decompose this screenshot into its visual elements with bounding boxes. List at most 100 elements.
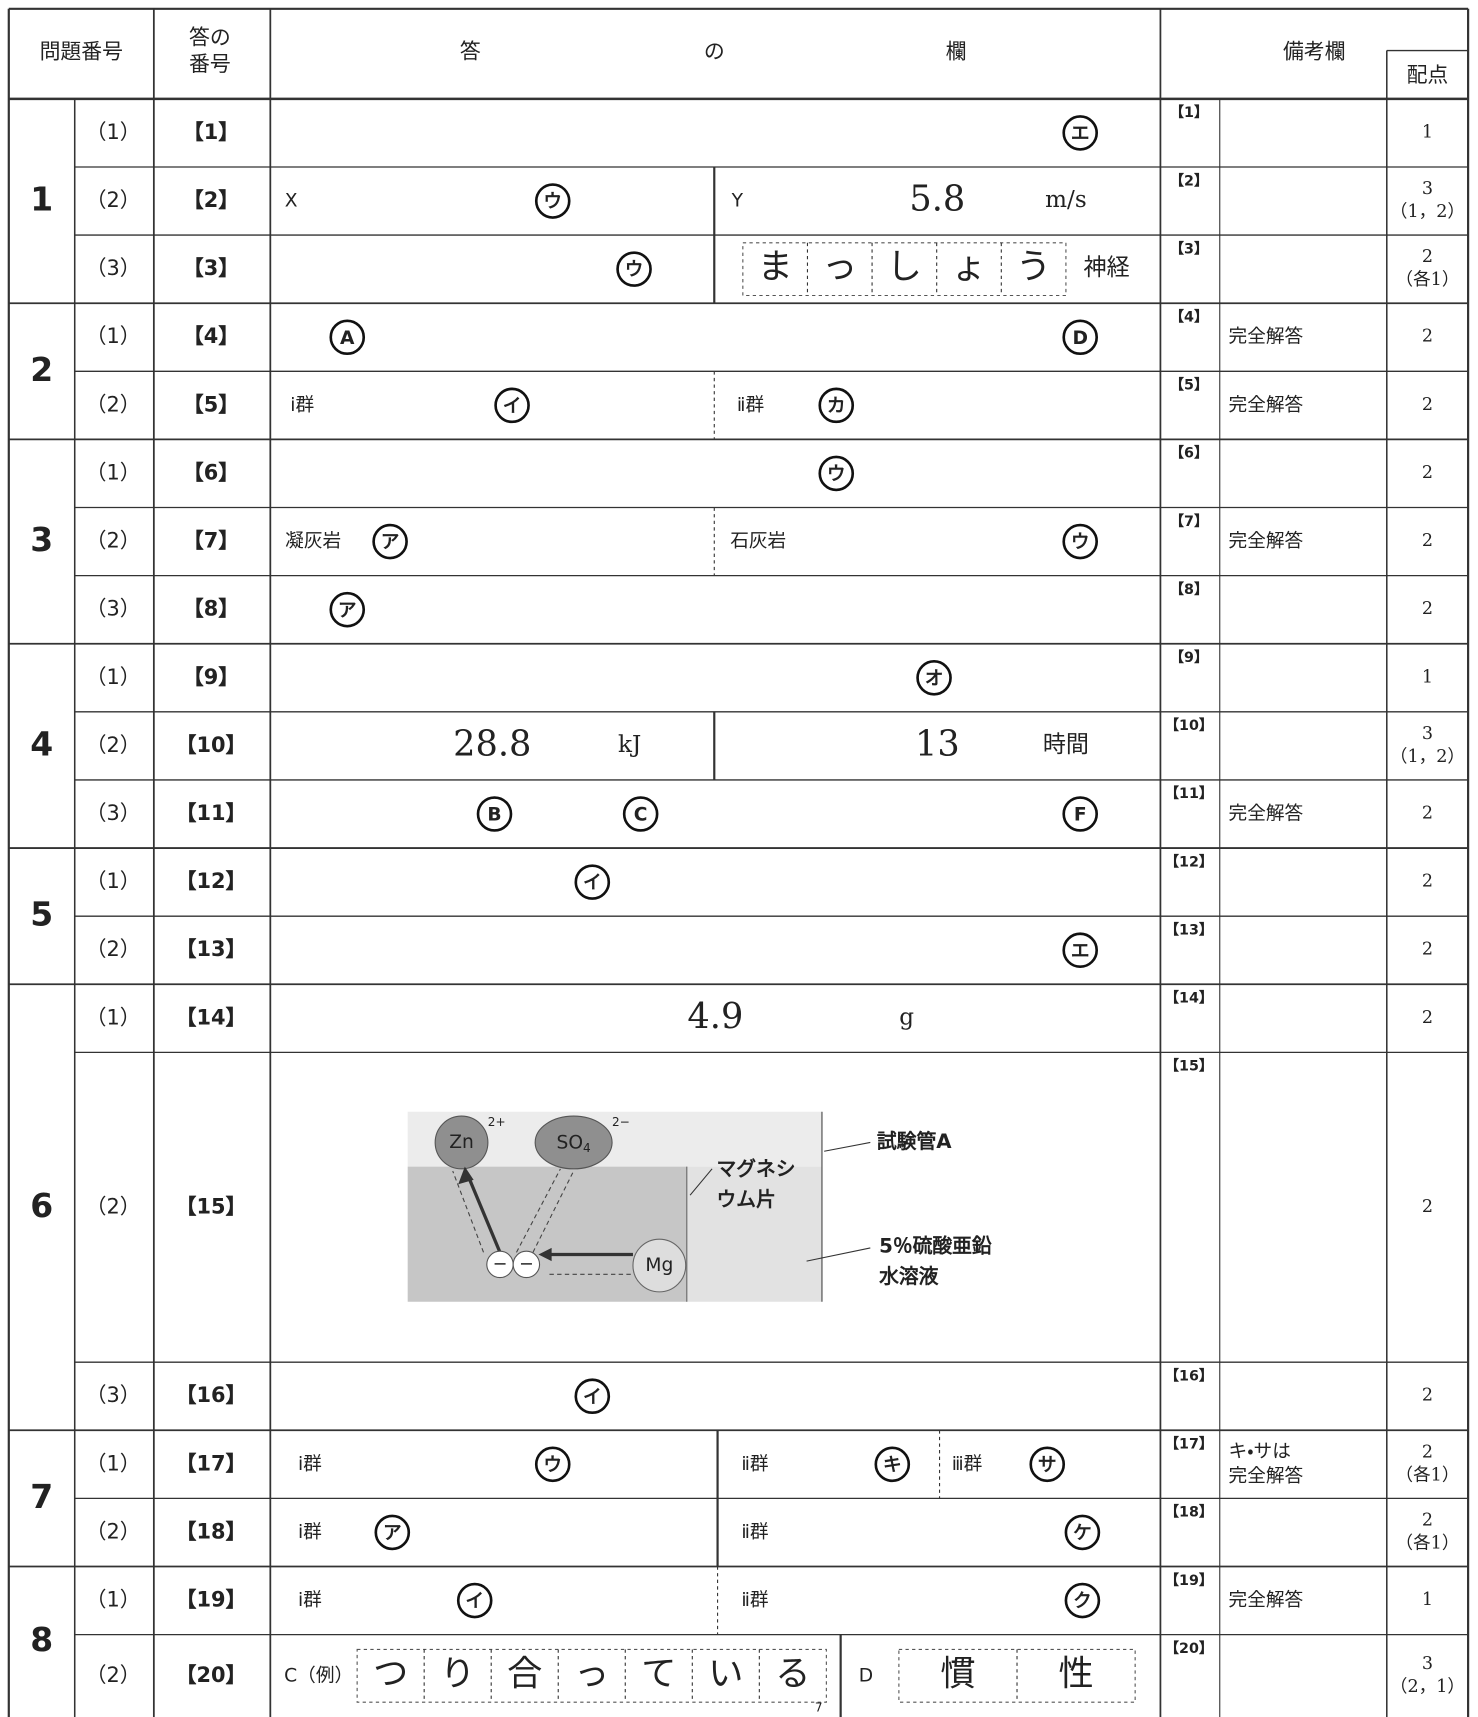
answer-char: 合: [507, 1653, 542, 1694]
arrow-head: [538, 1247, 552, 1262]
remark-number: 【13】: [1165, 921, 1213, 938]
choice: C: [634, 805, 648, 826]
section-number: 6: [30, 1186, 53, 1225]
choice-circle: [622, 796, 659, 832]
remark-number: 【18】: [1165, 1504, 1213, 1521]
answer-char: う: [1016, 247, 1051, 288]
solution-label: 水溶液: [878, 1265, 940, 1288]
choice: ア: [381, 532, 400, 553]
choice-circle: [329, 591, 366, 628]
choice-circle: [818, 387, 855, 424]
zn-label: Zn: [449, 1132, 474, 1153]
remark: 完全解答: [1229, 531, 1304, 552]
points: 2: [1422, 1197, 1433, 1217]
remark: 完全解答: [1229, 327, 1304, 348]
remark-number: 【19】: [1165, 1572, 1213, 1589]
points: 2: [1422, 463, 1433, 483]
remark: 完全解答: [1229, 1590, 1304, 1611]
remark-number: 【14】: [1165, 990, 1213, 1007]
sub-number: （2）: [86, 392, 141, 416]
choice-circle: [374, 1514, 411, 1551]
answer-number: 【4】: [183, 324, 239, 348]
remark-number: 【10】: [1165, 717, 1213, 734]
choice-circle: [874, 1446, 911, 1483]
arrow-head: [458, 1166, 474, 1185]
section-number: 3: [30, 520, 53, 559]
mg-label: Mg: [645, 1255, 673, 1276]
choice-circle: [1062, 115, 1099, 151]
answer-label: ⅱ群: [741, 1522, 768, 1543]
remark-number: 【7】: [1170, 513, 1208, 530]
answer-number: 【7】: [183, 529, 239, 553]
choice-circle: [456, 1582, 493, 1619]
answer-number: 【8】: [183, 597, 239, 621]
answer-char: り: [440, 1653, 475, 1694]
section-number: 7: [30, 1477, 53, 1516]
points: （1，2）: [1390, 202, 1465, 222]
zn-ion: [434, 1115, 489, 1170]
choice: B: [487, 805, 501, 826]
points: 1: [1422, 1590, 1433, 1610]
answer-number: 【5】: [183, 392, 239, 416]
choice: カ: [827, 396, 846, 417]
rule: [806, 1247, 871, 1262]
answer-char: 慣: [940, 1653, 975, 1694]
sub-number: （1）: [86, 869, 141, 893]
remark-number: 【17】: [1165, 1436, 1213, 1453]
choice: オ: [925, 668, 944, 689]
sub-number: （2）: [86, 1519, 141, 1543]
answer-number: 【1】: [183, 120, 239, 144]
so4-sub: 4: [583, 1140, 591, 1154]
answer-number: 【20】: [176, 1663, 247, 1687]
choice-circle: [1062, 932, 1099, 969]
mg-atom: [632, 1238, 687, 1293]
header-answer-column: 欄: [946, 40, 967, 64]
points: 2: [1422, 531, 1433, 551]
answer-label: D: [859, 1665, 873, 1686]
header-answer-number: 番号: [189, 52, 231, 76]
answer-label: X: [285, 191, 298, 212]
answer-char: つ: [373, 1653, 408, 1694]
choice-circle: [916, 659, 952, 696]
choice: ウ: [827, 464, 846, 485]
test-tube-label: 試験管A: [877, 1130, 952, 1153]
answer-unit: g: [899, 1004, 914, 1030]
points: 3: [1422, 724, 1433, 744]
points: 2: [1422, 804, 1433, 824]
choice-circle: [1062, 523, 1099, 560]
answer-value: 5.8: [909, 179, 965, 220]
remark-number: 【1】: [1170, 104, 1208, 121]
remark-number: 【15】: [1165, 1058, 1213, 1075]
so4-label: SO4: [557, 1132, 591, 1154]
remark-number: 【3】: [1170, 240, 1208, 257]
choice: ウ: [543, 192, 562, 213]
sub-number: （1）: [86, 1451, 141, 1475]
sub-number: （2）: [86, 1663, 141, 1687]
sub-number: （2）: [86, 529, 141, 553]
points: （1，2）: [1390, 747, 1465, 767]
sub-number: （3）: [86, 256, 141, 280]
answer-unit: kJ: [618, 732, 641, 758]
choice-circle: [574, 864, 611, 900]
choice-circle: [329, 319, 366, 356]
choice-circle: [494, 387, 530, 424]
choice: A: [340, 328, 355, 349]
answer-number: 【6】: [183, 460, 239, 484]
points: 2: [1422, 940, 1433, 960]
choice: ク: [1073, 1591, 1092, 1612]
remark-number: 【9】: [1170, 649, 1208, 666]
answer-char: ま: [758, 247, 793, 288]
answer-unit: m/s: [1045, 187, 1086, 213]
choice-circle: [1062, 319, 1099, 356]
answer-label: Y: [731, 191, 744, 212]
header-points: 配点: [1407, 63, 1449, 87]
points: 2: [1422, 1510, 1433, 1530]
section-number: 1: [30, 180, 53, 219]
answer-label: ⅰ群: [290, 395, 314, 416]
remark-number: 【2】: [1170, 172, 1208, 189]
section-number: 8: [30, 1620, 53, 1659]
arrow: [465, 1172, 502, 1253]
answer-number: 【17】: [176, 1451, 247, 1475]
points: 1: [1422, 122, 1433, 142]
rule: [824, 1141, 871, 1152]
